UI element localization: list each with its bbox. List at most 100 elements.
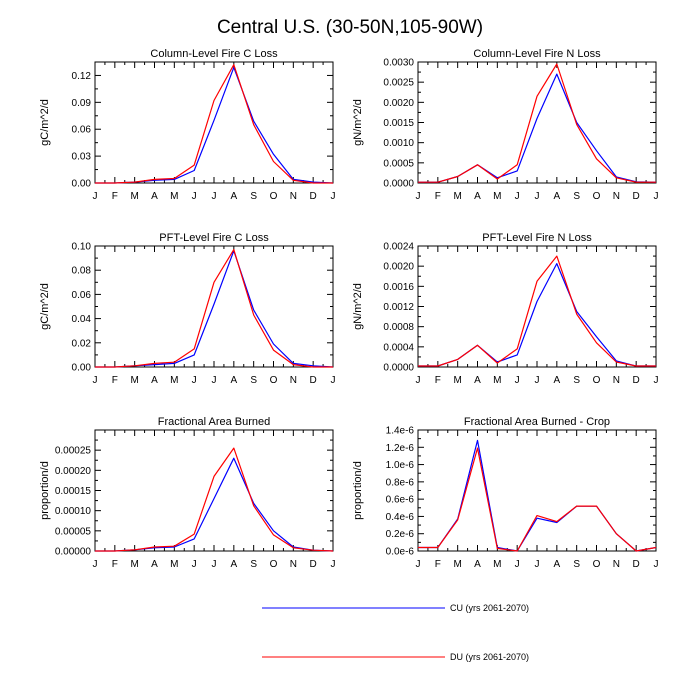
figure-title: Central U.S. (30-50N,105-90W): [217, 17, 483, 38]
x-tick-label: M: [130, 559, 138, 570]
y-tick-label: 0.00: [72, 179, 92, 190]
y-tick-label: 0.0010: [383, 138, 414, 149]
x-tick-label: J: [515, 375, 520, 386]
x-tick-label: M: [170, 559, 178, 570]
x-tick-label: J: [212, 559, 217, 570]
y-tick-label: 0.00025: [55, 446, 92, 457]
x-tick-label: J: [535, 375, 540, 386]
y-tick-label: 0.0000: [383, 179, 414, 190]
x-tick-label: D: [310, 375, 317, 386]
x-tick-label: J: [416, 559, 421, 570]
x-tick-label: D: [633, 375, 640, 386]
x-tick-label: J: [654, 559, 659, 570]
x-tick-label: A: [553, 559, 560, 570]
chart-panel-3: J F M A M J J A S O N D J0.000.020.040.060.080.10PFT…: [39, 232, 336, 386]
series-line-cu: [95, 457, 334, 552]
x-tick-label: J: [416, 191, 421, 202]
y-tick-label: 0.04: [72, 314, 92, 325]
x-tick-label: F: [112, 191, 118, 202]
x-tick-label: S: [573, 559, 580, 570]
panels-group: J F M A M J J A S O N D J0.000.030.060.090.12Column-…: [39, 48, 659, 570]
x-tick-label: J: [416, 375, 421, 386]
series-line-du: [418, 63, 656, 183]
series-line-du: [418, 255, 656, 367]
x-tick-label: A: [151, 191, 158, 202]
x-tick-label: A: [474, 375, 481, 386]
series-line-cu: [95, 250, 334, 368]
y-axis-label: gN/m^2/d: [352, 283, 364, 330]
x-tick-label: M: [453, 191, 461, 202]
series-line-du: [95, 447, 334, 552]
x-tick-label: M: [493, 191, 501, 202]
x-tick-label: J: [192, 375, 197, 386]
y-tick-label: 0.0015: [383, 118, 414, 129]
x-tick-label: D: [310, 191, 317, 202]
series-line-du: [95, 249, 333, 368]
y-tick-label: 0.0020: [383, 262, 414, 273]
y-axis-label: gC/m^2/d: [39, 283, 51, 330]
x-tick-label: J: [515, 191, 520, 202]
x-tick-label: N: [290, 191, 297, 202]
x-tick-label: O: [593, 375, 601, 386]
y-tick-label: 0.2e-6: [386, 529, 415, 540]
x-tick-label: M: [170, 375, 178, 386]
x-tick-label: S: [573, 191, 580, 202]
x-tick-label: J: [535, 191, 540, 202]
chart-panel-5: J F M A M J J A S O N D J0.000000.000050.000100.0001…: [39, 416, 336, 570]
y-tick-label: 1.4e-6: [386, 426, 415, 437]
x-tick-label: J: [331, 559, 336, 570]
y-tick-label: 0.06: [72, 125, 92, 136]
x-tick-label: A: [230, 559, 237, 570]
y-tick-label: 0.09: [72, 98, 92, 109]
x-tick-label: F: [435, 375, 441, 386]
series-line-cu: [418, 263, 656, 367]
y-tick-label: 1.0e-6: [386, 460, 415, 471]
x-tick-label: A: [474, 559, 481, 570]
x-tick-label: J: [93, 191, 98, 202]
x-tick-label: A: [474, 191, 481, 202]
chart-panel-6: J F M A M J J A S O N D J0.0e-60.2e-60.4e-60.6e-60.8…: [352, 416, 659, 570]
x-tick-label: S: [250, 191, 257, 202]
x-tick-label: A: [553, 375, 560, 386]
y-tick-label: 0.0030: [383, 58, 414, 69]
x-tick-label: F: [435, 559, 441, 570]
x-tick-label: N: [290, 375, 297, 386]
x-tick-label: J: [515, 559, 520, 570]
x-tick-label: J: [93, 559, 98, 570]
x-tick-label: J: [212, 375, 217, 386]
y-tick-label: 0.0e-6: [386, 547, 415, 558]
y-tick-label: 0.00010: [55, 506, 92, 517]
series-line-cu: [95, 66, 334, 184]
x-tick-label: D: [633, 559, 640, 570]
panel-title: Column-Level Fire C Loss: [150, 48, 278, 60]
y-axis-label: proportion/d: [352, 461, 364, 520]
plot-frame: [417, 61, 657, 184]
y-tick-label: 0.06: [72, 290, 92, 301]
x-tick-label: O: [270, 191, 278, 202]
x-tick-label: J: [654, 191, 659, 202]
panel-title: PFT-Level Fire C Loss: [159, 232, 269, 244]
y-tick-label: 0.08: [72, 266, 92, 277]
y-tick-label: 0.8e-6: [386, 477, 415, 488]
x-tick-label: N: [613, 375, 620, 386]
y-tick-label: 0.0012: [383, 302, 414, 313]
y-tick-label: 0.0000: [383, 363, 414, 374]
x-tick-label: N: [613, 191, 620, 202]
series-line-du: [95, 64, 333, 184]
x-tick-label: M: [453, 375, 461, 386]
x-tick-label: N: [613, 559, 620, 570]
y-tick-label: 0.0004: [383, 342, 414, 353]
plot-frame: [94, 61, 334, 184]
x-tick-label: O: [270, 375, 278, 386]
y-tick-label: 0.6e-6: [386, 495, 415, 506]
plot-frame: [417, 245, 657, 368]
x-tick-label: D: [310, 559, 317, 570]
plot-frame: [94, 245, 334, 368]
x-tick-label: F: [112, 375, 118, 386]
series-line-du: [418, 447, 657, 552]
panel-title: Fractional Area Burned: [158, 416, 271, 428]
x-tick-label: J: [535, 559, 540, 570]
y-tick-label: 0.0025: [383, 78, 414, 89]
x-tick-label: M: [170, 191, 178, 202]
chart-panel-2: J F M A M J J A S O N D J0.00000.00050.00100.00150.0…: [352, 48, 659, 202]
